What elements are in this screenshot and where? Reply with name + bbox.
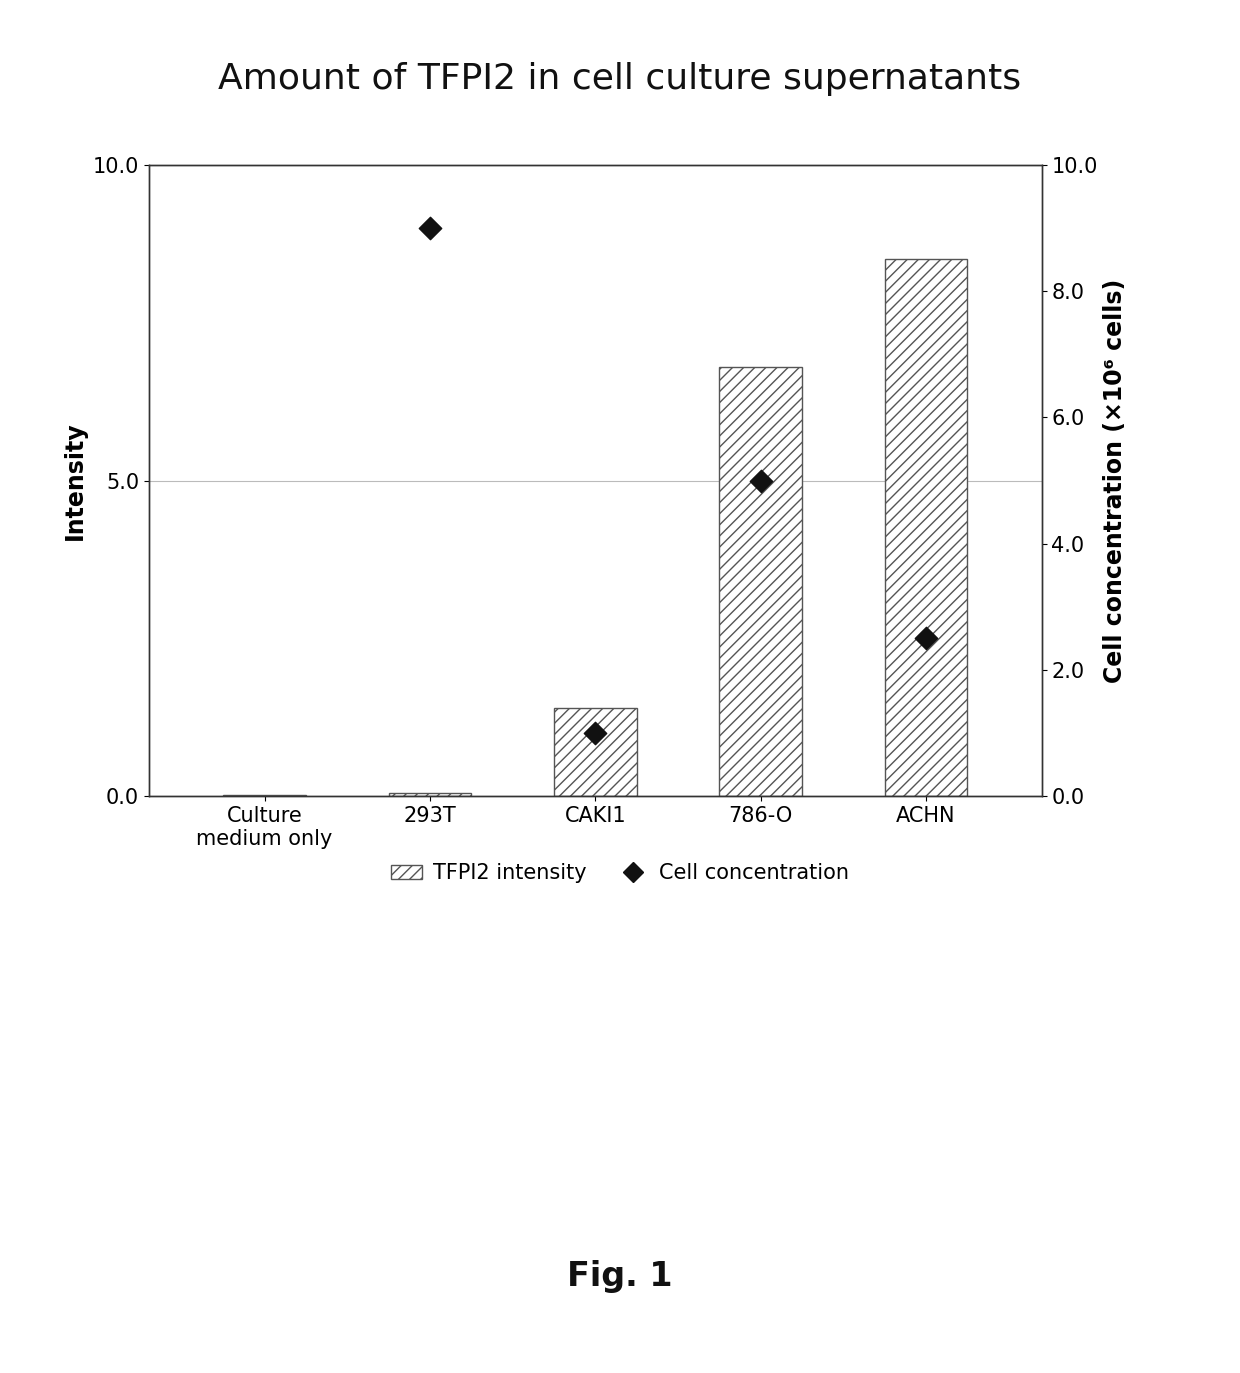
Text: Fig. 1: Fig. 1 bbox=[567, 1260, 673, 1293]
Bar bbox=[719, 367, 802, 796]
Bar bbox=[884, 259, 967, 796]
Y-axis label: Cell concentration (×10⁶ cells): Cell concentration (×10⁶ cells) bbox=[1104, 279, 1127, 682]
Point bbox=[916, 627, 936, 649]
Bar bbox=[388, 794, 471, 796]
Point bbox=[750, 470, 770, 492]
Point bbox=[420, 217, 440, 239]
Point bbox=[585, 722, 605, 744]
Legend: TFPI2 intensity, Cell concentration: TFPI2 intensity, Cell concentration bbox=[383, 855, 857, 891]
Bar bbox=[554, 708, 636, 796]
Y-axis label: Intensity: Intensity bbox=[63, 422, 87, 540]
Text: Amount of TFPI2 in cell culture supernatants: Amount of TFPI2 in cell culture supernat… bbox=[218, 62, 1022, 96]
